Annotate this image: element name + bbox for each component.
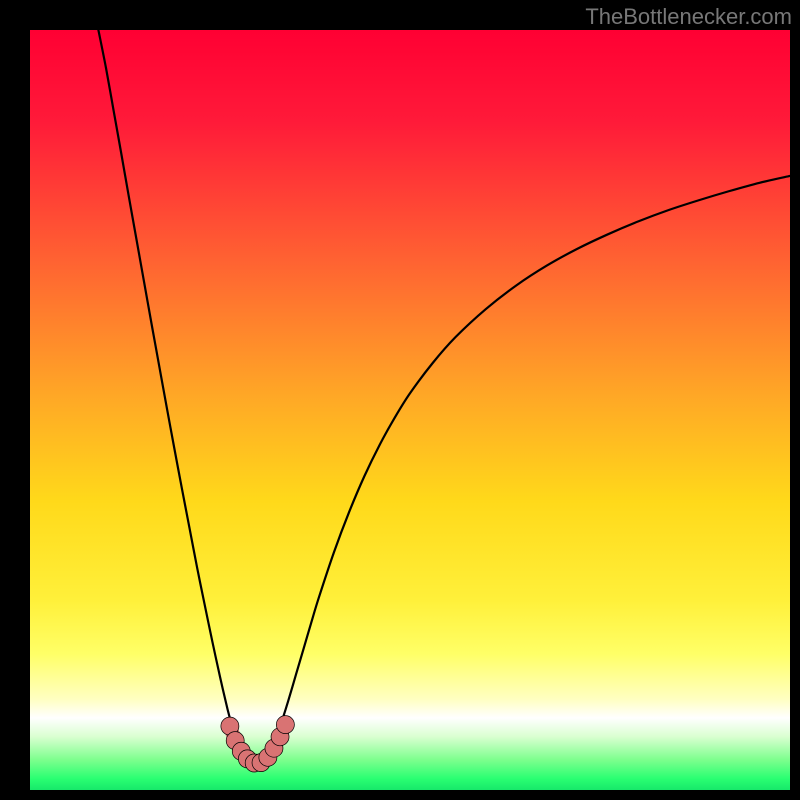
watermark-text: TheBottlenecker.com — [585, 4, 792, 30]
marker-dot — [276, 716, 294, 734]
plot-svg — [30, 30, 790, 790]
plot-area — [30, 30, 790, 790]
gradient-background — [30, 30, 790, 790]
